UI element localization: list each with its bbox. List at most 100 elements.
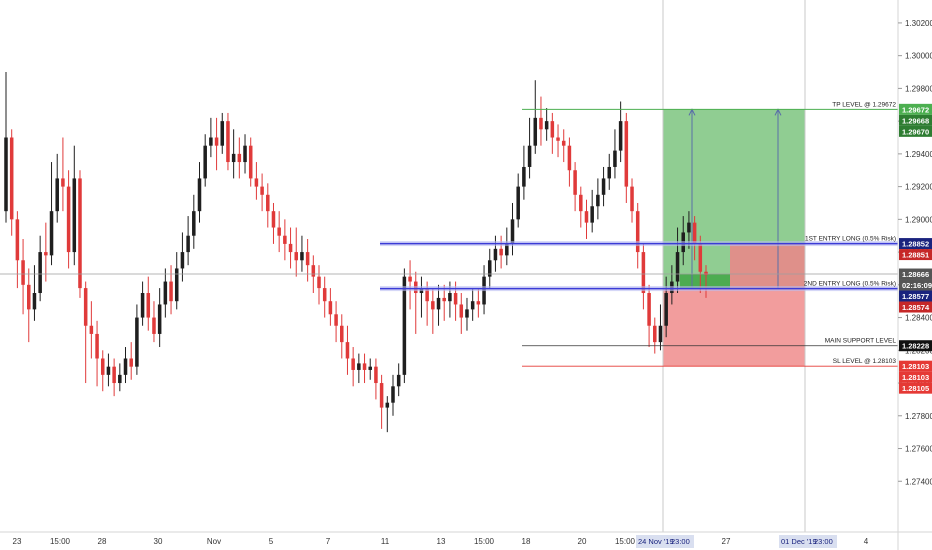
candle-body — [630, 186, 634, 212]
price-tag-label: 1.29672 — [902, 105, 929, 114]
candle-body — [465, 309, 469, 318]
candle-body — [27, 284, 31, 310]
candle-body — [470, 301, 475, 310]
candle-body — [15, 219, 20, 261]
x-tick-label: 28 — [98, 537, 107, 546]
level-label: 1ST ENTRY LONG (0.5% Risk) — [805, 236, 896, 243]
x-highlight-label: 23:00 — [671, 537, 690, 546]
candle-body — [362, 363, 367, 370]
candle-body — [425, 288, 429, 302]
candle-body — [692, 222, 697, 244]
candle-body — [476, 301, 481, 305]
price-tag-label: 1.28666 — [902, 270, 929, 279]
candle-body — [44, 252, 48, 256]
y-tick-label: 1.29000 — [905, 215, 932, 224]
candle-body — [345, 342, 350, 359]
position-zones — [662, 0, 806, 532]
candle-body — [374, 366, 378, 384]
candle-body — [260, 186, 264, 195]
candle-body — [277, 227, 281, 236]
x-tick-label: 15:00 — [50, 537, 71, 546]
x-tick-label: Nov — [207, 537, 221, 546]
candle-body — [448, 293, 452, 302]
x-highlight-box — [636, 535, 694, 548]
loss-zone — [663, 288, 805, 367]
candle-body — [322, 288, 327, 302]
candle-body — [561, 140, 566, 146]
price-tag-label: 1.28103 — [902, 373, 929, 382]
candle-body — [186, 235, 190, 253]
candle-body — [641, 252, 646, 294]
candle-body — [254, 178, 259, 187]
candle-body — [220, 121, 225, 146]
candles — [4, 72, 708, 433]
candle-body — [613, 150, 617, 167]
price-tag — [899, 125, 932, 137]
candle-body — [317, 276, 321, 289]
candle-body — [123, 358, 128, 375]
x-tick-label: 15:00 — [474, 537, 495, 546]
candle-body — [328, 301, 333, 315]
candle-body — [590, 206, 594, 223]
candle-body — [271, 211, 276, 228]
candle-body — [436, 297, 441, 310]
candle-body — [499, 248, 503, 256]
price-tags: 1.29672 1.29668 1.29670 1.28852 1.28851 1.286… — [899, 103, 932, 394]
candle-body — [402, 276, 407, 375]
price-tag-label: 1.28852 — [902, 240, 929, 249]
candle-body — [675, 252, 680, 282]
candle-body — [539, 117, 543, 130]
candle-body — [601, 178, 606, 195]
candle-body — [129, 358, 133, 367]
candle-body — [357, 363, 361, 370]
price-tag — [899, 279, 932, 291]
x-tick-label: 15:00 — [615, 537, 636, 546]
candle-body — [146, 293, 151, 318]
price-tag-label: 1.28577 — [902, 292, 929, 301]
price-tag-label: 1.28228 — [902, 342, 929, 351]
candle-body — [391, 386, 395, 403]
candle-body — [231, 153, 236, 163]
candle-body — [214, 137, 219, 146]
price-tag — [899, 360, 932, 372]
y-tick-label: 1.27600 — [905, 445, 932, 454]
y-tick-label: 1.27400 — [905, 477, 932, 486]
price-tag — [899, 268, 932, 280]
candle-body — [21, 260, 25, 285]
candle-body — [192, 211, 196, 236]
candle-body — [140, 293, 145, 318]
candle-body — [66, 186, 71, 253]
level-label: TP LEVEL @ 1.29672 — [832, 101, 896, 108]
candle-body — [197, 178, 202, 212]
x-tick-label: 13 — [437, 537, 446, 546]
x-tick-label: 7 — [326, 537, 331, 546]
candle-body — [596, 194, 600, 207]
price-tag — [899, 114, 932, 126]
y-tick-label: 1.28400 — [905, 314, 932, 323]
x-tick-label: 4 — [864, 537, 869, 546]
price-levels: TP LEVEL @ 1.29672 1ST ENTRY LONG (0.5% R… — [0, 101, 898, 367]
candle-body — [38, 252, 42, 294]
price-tag — [899, 371, 932, 383]
level-label: MAIN SUPPORT LEVEL — [825, 338, 897, 345]
candle-body — [248, 145, 253, 179]
candle-body — [584, 211, 589, 223]
candle-body — [368, 366, 372, 370]
candle-body — [106, 366, 111, 375]
candle-body — [112, 366, 116, 384]
candle-body — [510, 219, 515, 244]
candle-body — [698, 243, 703, 272]
price-tag-label: 1.28851 — [902, 251, 929, 260]
candle-body — [653, 325, 657, 343]
candle-body — [385, 402, 390, 408]
candle-body — [174, 268, 179, 302]
x-highlight-box — [779, 535, 837, 548]
candle-body — [209, 137, 213, 146]
price-tag-label: 02:16:09 — [902, 281, 932, 290]
candle-body — [664, 293, 668, 326]
candle-body — [635, 211, 640, 253]
candle-body — [487, 260, 492, 277]
candle-body — [118, 374, 122, 384]
price-tag — [899, 238, 932, 250]
